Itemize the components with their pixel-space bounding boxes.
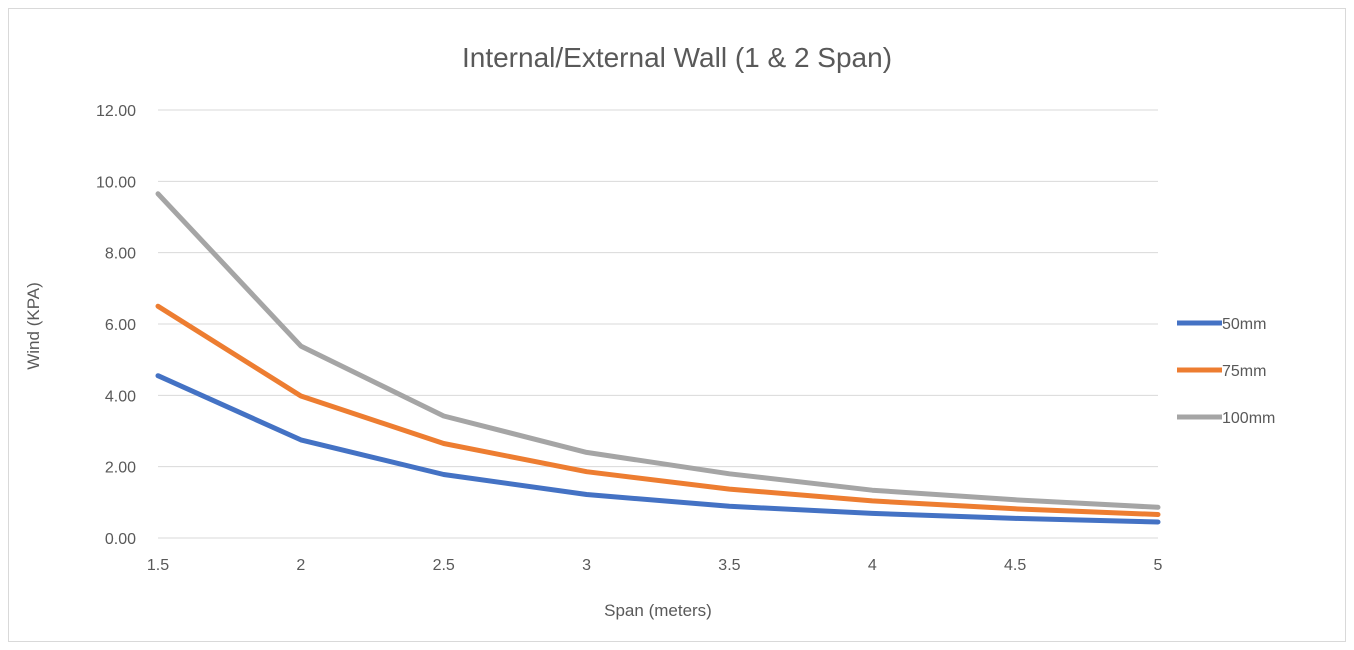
- y-tick-label: 12.00: [96, 103, 136, 120]
- x-tick-label: 2: [296, 557, 305, 574]
- y-tick-label: 10.00: [96, 174, 136, 191]
- series-line-50mm: [155, 373, 1161, 525]
- series-lines: [155, 191, 1161, 525]
- x-tick-label: 4.5: [1004, 557, 1026, 574]
- y-tick-label: 0.00: [105, 531, 136, 548]
- y-axis-label: Wind (KPA): [24, 282, 43, 370]
- legend-label: 100mm: [1222, 410, 1275, 427]
- legend-label: 75mm: [1222, 363, 1266, 380]
- x-tick-label: 3: [582, 557, 591, 574]
- gridlines: [158, 109, 1158, 539]
- series-line-75mm: [155, 303, 1161, 517]
- x-tick-label: 1.5: [147, 557, 169, 574]
- legend: 50mm 75mm 100mm: [1177, 316, 1275, 427]
- y-tick-label: 4.00: [105, 388, 136, 405]
- x-tick-label: 3.5: [718, 557, 740, 574]
- y-tick-label: 8.00: [105, 246, 136, 263]
- x-tick-label: 5: [1154, 557, 1163, 574]
- y-tick-label: 6.00: [105, 317, 136, 334]
- series-line-100mm: [155, 191, 1161, 510]
- y-axis-ticks: 0.00 2.00 4.00 6.00 8.00 10.00 12.00: [96, 103, 136, 548]
- x-axis-label: Span (meters): [604, 601, 712, 620]
- legend-label: 50mm: [1222, 316, 1266, 333]
- y-tick-label: 2.00: [105, 460, 136, 477]
- chart-title: Internal/External Wall (1 & 2 Span): [462, 42, 892, 73]
- x-axis-ticks: 1.5 2 2.5 3 3.5 4 4.5 5: [147, 557, 1163, 574]
- x-tick-label: 4: [868, 557, 877, 574]
- chart-frame: [8, 8, 1346, 642]
- x-tick-label: 2.5: [433, 557, 455, 574]
